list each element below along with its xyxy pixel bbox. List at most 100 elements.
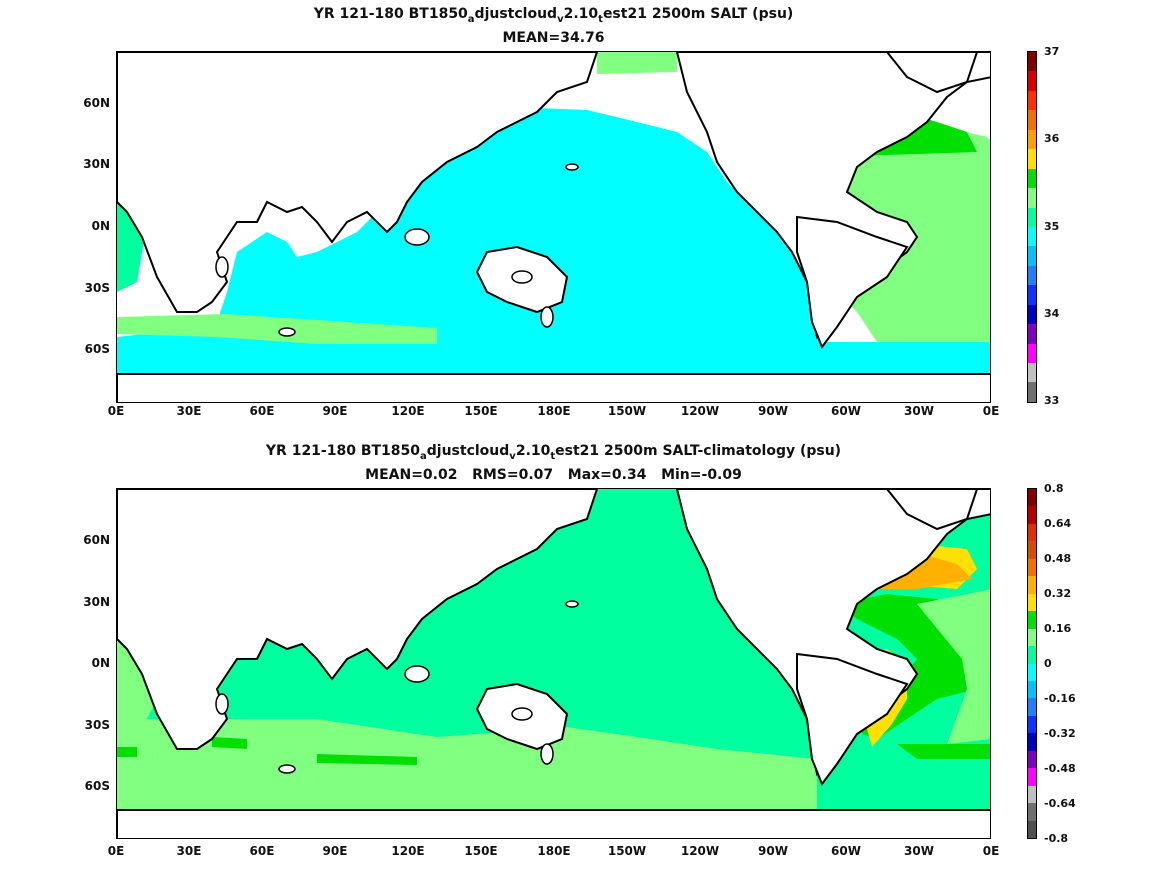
top-islands <box>215 163 579 337</box>
top-lon-label: 120E <box>391 404 425 418</box>
bottom-lon-label: 0E <box>107 844 125 858</box>
bottom-colorbar-tick: 0.8 <box>1044 482 1064 495</box>
top-lon-label: 30W <box>904 404 934 418</box>
colorbar-segment <box>1028 226 1036 247</box>
top-lon-label: 150E <box>464 404 498 418</box>
bottom-lon-label: 60W <box>831 844 861 858</box>
bottom-lon-label: 120W <box>680 844 720 858</box>
top-colorbar-tick: 33 <box>1044 394 1060 407</box>
colorbar-segment <box>1028 52 1036 72</box>
colorbar-segment <box>1028 265 1036 286</box>
colorbar-segment <box>1028 803 1036 821</box>
bottom-lon-label: 150E <box>464 844 498 858</box>
bottom-colorbar-tick: 0 <box>1044 657 1052 670</box>
colorbar-segment <box>1028 715 1036 734</box>
top-lon-label: 90E <box>322 404 348 418</box>
bottom-colorbar-tick: -0.48 <box>1044 762 1076 775</box>
colorbar-segment <box>1028 149 1036 169</box>
colorbar-segment <box>1028 324 1036 344</box>
colorbar-segment <box>1028 576 1036 594</box>
colorbar-segment <box>1028 168 1036 189</box>
top-lon-label: 180E <box>537 404 571 418</box>
bottom-colorbar-tick: -0.8 <box>1044 832 1069 845</box>
colorbar-segment <box>1028 680 1036 699</box>
bottom-lon-label: 30W <box>904 844 934 858</box>
bottom-colorbar-tick: 0.48 <box>1044 552 1072 565</box>
top-lat-label: 60N <box>83 96 110 110</box>
top-lat-label: 60S <box>84 342 110 356</box>
bottom-lon-label: 90W <box>758 844 788 858</box>
bottom-colorbar-tick: 0.16 <box>1044 622 1072 635</box>
top-colorbar-tick: 36 <box>1044 132 1060 145</box>
colorbar-segment <box>1028 207 1036 227</box>
colorbar-segment <box>1028 663 1036 681</box>
bottom-lon-label: 30E <box>176 844 202 858</box>
colorbar-segment <box>1028 382 1036 402</box>
bottom-colorbar-tick: 0.64 <box>1044 517 1072 530</box>
bottom-lat-label: 0N <box>91 656 110 670</box>
top-colorbar <box>1027 51 1037 403</box>
colorbar-segment <box>1028 541 1036 559</box>
colorbar-segment <box>1028 129 1036 150</box>
bottom-lat-label: 30S <box>84 718 110 732</box>
bottom-lat-label: 60N <box>83 533 110 547</box>
colorbar-segment <box>1028 768 1036 786</box>
top-lon-label: 150W <box>607 404 647 418</box>
colorbar-segment <box>1028 593 1036 612</box>
colorbar-segment <box>1028 343 1036 363</box>
bottom-subtitle: MEAN=0.02 RMS=0.07 Max=0.34 Min=-0.09 <box>365 467 742 483</box>
bottom-lon-label: 90E <box>322 844 348 858</box>
bottom-lat-label: 30N <box>83 595 110 609</box>
top-lon-label: 60E <box>249 404 275 418</box>
top-lat-label: 30S <box>84 281 110 295</box>
bottom-title: YR 121-180 BT1850adjustcloudv2.10test21 … <box>265 443 842 462</box>
colorbar-segment <box>1028 506 1036 524</box>
top-subtitle: MEAN=34.76 <box>502 30 605 46</box>
colorbar-segment <box>1028 698 1036 716</box>
colorbar-segment <box>1028 90 1036 111</box>
colorbar-segment <box>1028 611 1036 629</box>
top-lat-label: 30N <box>83 157 110 171</box>
top-lon-label: 120W <box>680 404 720 418</box>
colorbar-segment <box>1028 646 1036 664</box>
top-land <box>117 52 990 402</box>
top-lat-label: 0N <box>91 219 110 233</box>
colorbar-segment <box>1028 188 1036 208</box>
top-colorbar-tick: 34 <box>1044 307 1060 320</box>
bottom-colorbar <box>1027 488 1037 839</box>
bottom-colorbar-tick: -0.32 <box>1044 727 1076 740</box>
top-title: YR 121-180 BT1850adjustcloudv2.10test21 … <box>313 6 794 25</box>
colorbar-segment <box>1028 628 1036 647</box>
bottom-colorbar-tick: -0.16 <box>1044 692 1076 705</box>
bottom-colorbar-tick: -0.64 <box>1044 797 1076 810</box>
colorbar-segment <box>1028 304 1036 325</box>
top-colorbar-tick: 35 <box>1044 220 1060 233</box>
colorbar-segment <box>1028 363 1036 383</box>
top-lon-label: 30E <box>176 404 202 418</box>
colorbar-segment <box>1028 285 1036 305</box>
colorbar-segment <box>1028 110 1036 130</box>
colorbar-segment <box>1028 489 1036 507</box>
bottom-islands <box>215 600 579 774</box>
top-lon-label: 90W <box>758 404 788 418</box>
bottom-lat-label: 60S <box>84 779 110 793</box>
colorbar-segment <box>1028 71 1036 91</box>
top-lon-label: 60W <box>831 404 861 418</box>
colorbar-segment <box>1028 523 1036 542</box>
colorbar-segment <box>1028 820 1036 839</box>
colorbar-segment <box>1028 750 1036 769</box>
bottom-lon-label: 120E <box>391 844 425 858</box>
bottom-lon-label: 150W <box>607 844 647 858</box>
bottom-lon-label: 0E <box>982 844 1000 858</box>
bottom-land <box>117 489 990 838</box>
top-lon-label: 0E <box>982 404 1000 418</box>
top-salinity-map <box>116 51 991 403</box>
colorbar-segment <box>1028 246 1036 266</box>
colorbar-segment <box>1028 733 1036 751</box>
colorbar-segment <box>1028 785 1036 804</box>
bottom-anomaly-map <box>116 488 991 839</box>
top-colorbar-tick: 37 <box>1044 45 1060 58</box>
colorbar-segment <box>1028 558 1036 577</box>
bottom-lon-label: 180E <box>537 844 571 858</box>
bottom-colorbar-tick: 0.32 <box>1044 587 1072 600</box>
